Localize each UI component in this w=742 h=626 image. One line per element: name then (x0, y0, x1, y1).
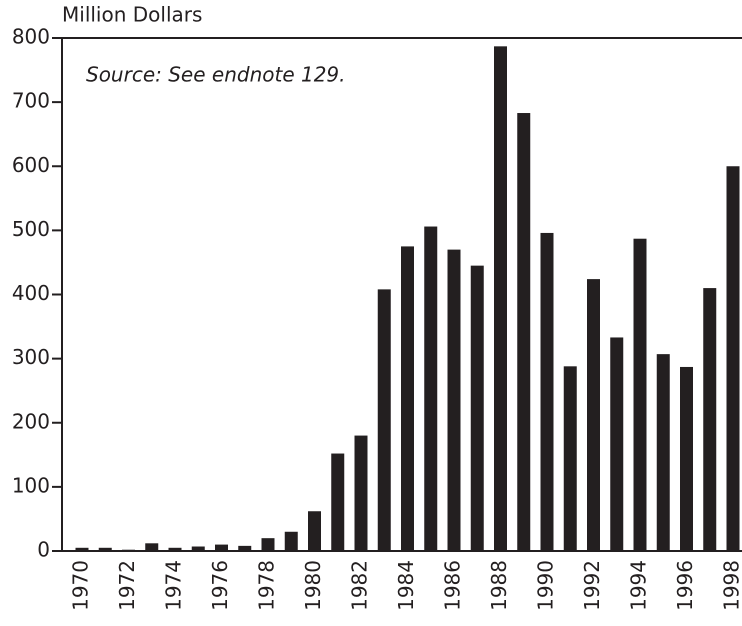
bar (610, 337, 624, 551)
bar (75, 547, 89, 551)
bar (377, 289, 391, 551)
bar (331, 453, 345, 551)
y-tick-label: 200 (12, 409, 50, 433)
annotation: Source: See endnote 129. (86, 63, 346, 87)
y-tick-label: 700 (12, 89, 50, 113)
y-axis-label: Million Dollars (62, 3, 202, 27)
bar (98, 547, 112, 551)
x-tick-label: 1994 (627, 560, 651, 611)
x-tick-label: 1984 (394, 560, 418, 611)
x-tick-label: 1974 (162, 560, 186, 611)
bar (470, 265, 484, 551)
x-tick-label: 1972 (115, 560, 139, 611)
x-tick-label: 1978 (255, 560, 279, 611)
bar (401, 246, 414, 551)
x-tick-label: 1998 (720, 560, 742, 611)
bar (587, 279, 600, 551)
bar (680, 366, 693, 551)
bar (308, 511, 321, 551)
bar (726, 166, 740, 551)
x-tick-label: 1988 (487, 560, 511, 611)
bar (424, 226, 438, 551)
bar (354, 435, 368, 551)
bar (633, 238, 647, 551)
bar (703, 288, 717, 551)
y-tick-label: 100 (12, 473, 50, 497)
x-tick-label: 1970 (69, 560, 93, 611)
x-tick-label: 1992 (580, 560, 604, 611)
x-tick-label: 1990 (534, 560, 558, 611)
y-tick-label: 500 (12, 217, 50, 241)
bar (494, 46, 507, 552)
x-tick-label: 1980 (301, 560, 325, 611)
bar (540, 232, 554, 551)
bar (238, 545, 252, 551)
x-tick-label: 1986 (441, 560, 465, 611)
x-tick-label: 1996 (673, 560, 697, 611)
bar (284, 531, 298, 551)
y-tick-label: 600 (12, 153, 50, 177)
bar (447, 249, 461, 552)
bar (656, 354, 670, 551)
bar (191, 546, 205, 551)
bar (145, 543, 159, 551)
bar (168, 547, 182, 551)
bar (122, 549, 135, 551)
bar (517, 113, 531, 552)
y-tick-label: 300 (12, 345, 50, 369)
x-tick-label: 1982 (348, 560, 372, 611)
bar (215, 544, 228, 551)
y-tick-label: 800 (12, 25, 50, 49)
bar (563, 366, 577, 551)
x-tick-label: 1976 (208, 560, 232, 611)
y-tick-label: 400 (12, 281, 50, 305)
y-tick-label: 0 (37, 538, 50, 562)
bar (261, 538, 275, 551)
